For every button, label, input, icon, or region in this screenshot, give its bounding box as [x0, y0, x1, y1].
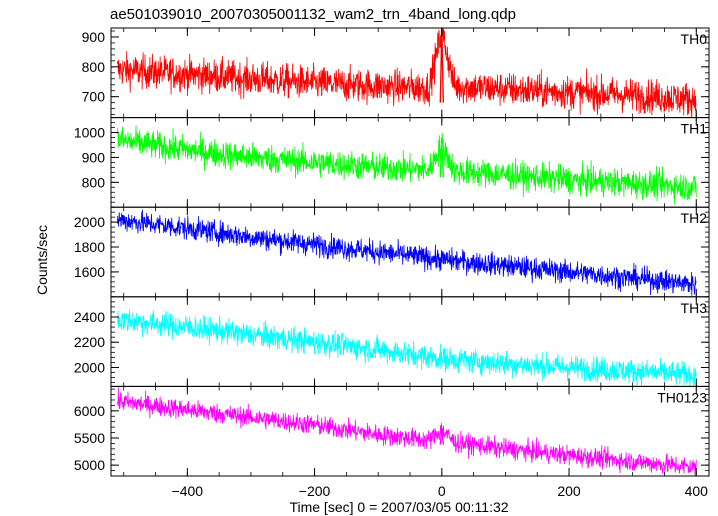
y-axis-label: Counts/sec	[34, 225, 50, 295]
y-tick-label: 5500	[74, 430, 105, 446]
x-axis-label: Time [sec] 0 = 2007/03/05 00:11:32	[289, 499, 508, 515]
panel-th0: 700 800 900 TH0	[82, 27, 710, 119]
spike-th0123	[439, 428, 445, 445]
panel-label-th1: TH1	[681, 121, 708, 137]
x-tick-label: 400	[685, 483, 709, 499]
panel-th3: 2000 2200 2400 TH3	[74, 296, 710, 387]
y-tick-label: 700	[82, 89, 106, 105]
panel-th2: 1600 1800 2000 TH2	[74, 206, 710, 298]
y-tick-label: 800	[82, 59, 106, 75]
chart-title: ae501039010_20070305001132_wam2_trn_4ban…	[110, 6, 516, 23]
series-line-th1	[116, 125, 697, 205]
panel-th0123: 5000 5500 6000 TH0123 −400 −200 0 200 400	[74, 385, 710, 499]
y-tick-label: 900	[82, 149, 106, 165]
y-tick-label: 900	[82, 29, 106, 45]
y-tick-label: 2200	[74, 334, 105, 350]
x-tick-label: −200	[299, 483, 331, 499]
panel-label-th3: TH3	[681, 300, 708, 316]
series-line-th0	[116, 28, 697, 118]
x-tick-label: 200	[557, 483, 581, 499]
y-tick-label: 1000	[74, 125, 105, 141]
series-line-th2	[116, 209, 697, 296]
y-tick-label: 800	[82, 174, 106, 190]
y-tick-label: 2000	[74, 359, 105, 375]
panel-label-th0: TH0	[681, 31, 708, 47]
x-tick-label: −400	[172, 483, 204, 499]
spike-th1	[439, 142, 445, 178]
y-tick-label: 1800	[74, 239, 105, 255]
panel-label-th0123: TH0123	[657, 389, 707, 405]
series-line-th0123	[116, 387, 697, 476]
y-tick-label: 2400	[74, 309, 105, 325]
series-line-th3	[116, 309, 697, 387]
y-tick-label: 6000	[74, 403, 105, 419]
y-tick-label: 2000	[74, 214, 105, 230]
panel-label-th2: TH2	[681, 210, 708, 226]
panel-frame	[110, 296, 710, 387]
y-tick-label: 5000	[74, 457, 105, 473]
y-tick-label: 1600	[74, 264, 105, 280]
panel-th1: 800 900 1000 TH1	[74, 117, 710, 208]
x-tick-label: 0	[438, 483, 446, 499]
